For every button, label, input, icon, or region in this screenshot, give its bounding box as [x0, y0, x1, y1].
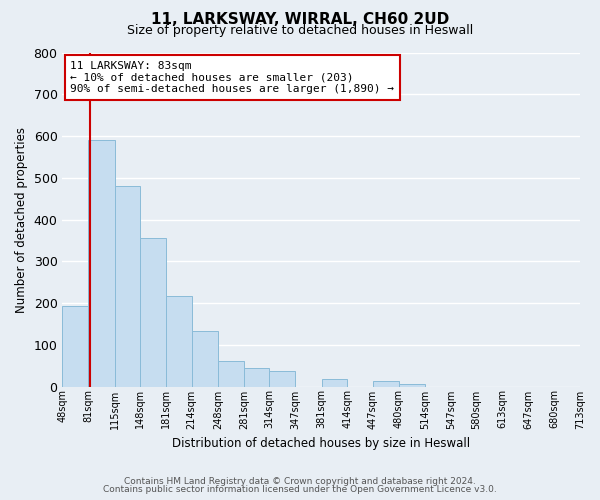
Bar: [88, 140, 115, 386]
Bar: [62, 306, 88, 386]
Text: Size of property relative to detached houses in Heswall: Size of property relative to detached ho…: [127, 24, 473, 37]
Y-axis label: Number of detached properties: Number of detached properties: [15, 126, 28, 312]
Text: 11 LARKSWAY: 83sqm
← 10% of detached houses are smaller (203)
90% of semi-detach: 11 LARKSWAY: 83sqm ← 10% of detached hou…: [70, 61, 394, 94]
X-axis label: Distribution of detached houses by size in Heswall: Distribution of detached houses by size …: [172, 437, 470, 450]
Text: Contains HM Land Registry data © Crown copyright and database right 2024.: Contains HM Land Registry data © Crown c…: [124, 477, 476, 486]
Text: 11, LARKSWAY, WIRRAL, CH60 2UD: 11, LARKSWAY, WIRRAL, CH60 2UD: [151, 12, 449, 28]
Bar: [140, 238, 166, 386]
Bar: [166, 296, 191, 386]
Bar: [218, 362, 244, 386]
Bar: [322, 380, 347, 386]
Bar: [244, 368, 269, 386]
Bar: [115, 186, 140, 386]
Bar: [191, 331, 218, 386]
Bar: [398, 384, 425, 386]
Bar: [373, 381, 398, 386]
Text: Contains public sector information licensed under the Open Government Licence v3: Contains public sector information licen…: [103, 485, 497, 494]
Bar: [269, 371, 295, 386]
